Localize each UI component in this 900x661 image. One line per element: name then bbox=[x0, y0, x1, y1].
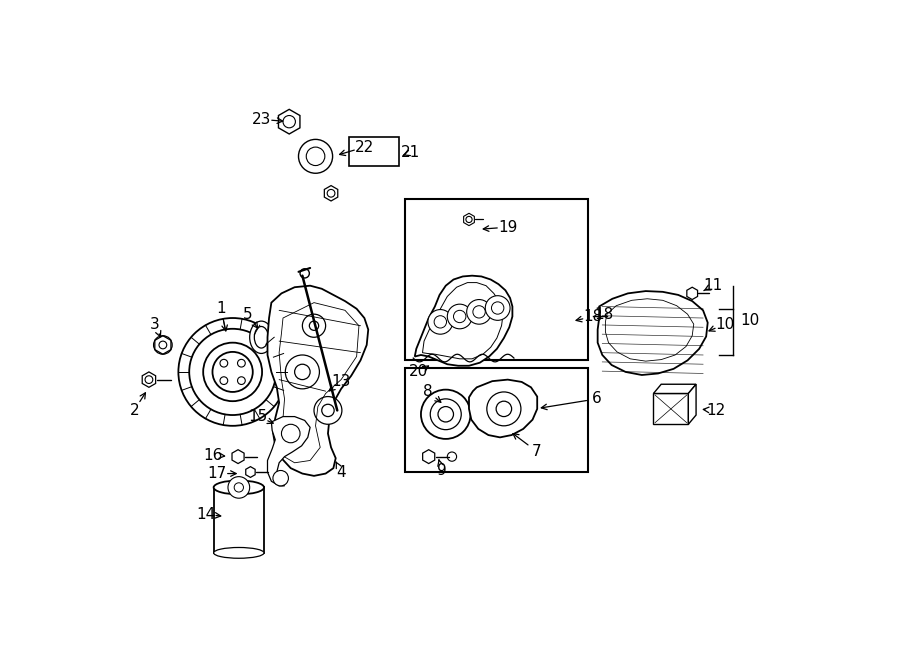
Circle shape bbox=[299, 139, 333, 173]
Circle shape bbox=[487, 392, 521, 426]
FancyBboxPatch shape bbox=[214, 487, 265, 553]
Polygon shape bbox=[142, 372, 156, 387]
Text: 18: 18 bbox=[595, 307, 614, 322]
Circle shape bbox=[447, 452, 456, 461]
Circle shape bbox=[234, 483, 244, 492]
FancyBboxPatch shape bbox=[405, 368, 588, 472]
Text: 18: 18 bbox=[583, 309, 603, 324]
Circle shape bbox=[430, 399, 461, 430]
Circle shape bbox=[178, 318, 287, 426]
Circle shape bbox=[438, 407, 454, 422]
Text: 12: 12 bbox=[706, 403, 725, 418]
Polygon shape bbox=[232, 449, 244, 463]
Text: 23: 23 bbox=[252, 112, 271, 127]
Circle shape bbox=[310, 321, 319, 330]
FancyBboxPatch shape bbox=[405, 199, 588, 360]
Text: 17: 17 bbox=[208, 466, 227, 481]
Circle shape bbox=[447, 304, 473, 329]
Circle shape bbox=[496, 401, 511, 416]
Circle shape bbox=[228, 477, 249, 498]
Text: 13: 13 bbox=[331, 373, 351, 389]
Text: 14: 14 bbox=[196, 507, 215, 522]
Circle shape bbox=[300, 269, 310, 278]
Circle shape bbox=[485, 295, 510, 321]
Circle shape bbox=[328, 190, 335, 197]
Ellipse shape bbox=[255, 327, 268, 348]
Text: 19: 19 bbox=[498, 219, 518, 235]
Circle shape bbox=[466, 216, 472, 223]
Circle shape bbox=[238, 377, 246, 385]
Text: 3: 3 bbox=[150, 317, 160, 332]
Polygon shape bbox=[653, 393, 688, 424]
Circle shape bbox=[302, 314, 326, 337]
Text: 8: 8 bbox=[423, 383, 433, 399]
Circle shape bbox=[434, 316, 446, 328]
Polygon shape bbox=[688, 384, 696, 424]
Text: 15: 15 bbox=[248, 409, 268, 424]
Circle shape bbox=[283, 116, 295, 128]
Text: 5: 5 bbox=[243, 307, 253, 322]
Circle shape bbox=[322, 405, 334, 416]
Circle shape bbox=[306, 147, 325, 165]
Circle shape bbox=[220, 360, 228, 367]
Text: 20: 20 bbox=[409, 364, 428, 379]
Circle shape bbox=[428, 309, 453, 334]
Text: 2: 2 bbox=[130, 403, 139, 418]
Circle shape bbox=[203, 342, 262, 401]
Text: 7: 7 bbox=[532, 444, 541, 459]
Polygon shape bbox=[267, 416, 310, 486]
Circle shape bbox=[189, 329, 276, 415]
Circle shape bbox=[159, 341, 166, 349]
FancyBboxPatch shape bbox=[349, 137, 400, 167]
Circle shape bbox=[220, 377, 228, 385]
Text: 4: 4 bbox=[337, 465, 346, 479]
Text: 21: 21 bbox=[401, 145, 420, 160]
Polygon shape bbox=[687, 288, 698, 299]
Circle shape bbox=[154, 336, 172, 354]
Polygon shape bbox=[598, 291, 707, 375]
Ellipse shape bbox=[249, 321, 273, 354]
Text: 11: 11 bbox=[704, 278, 723, 293]
Text: 16: 16 bbox=[203, 447, 223, 463]
Text: 6: 6 bbox=[592, 391, 602, 407]
Text: 10: 10 bbox=[716, 317, 734, 332]
Text: 1: 1 bbox=[216, 301, 226, 316]
Polygon shape bbox=[246, 467, 255, 477]
Circle shape bbox=[314, 397, 342, 424]
Text: 9: 9 bbox=[437, 463, 446, 478]
Polygon shape bbox=[653, 384, 696, 393]
Circle shape bbox=[421, 389, 471, 439]
Polygon shape bbox=[278, 109, 300, 134]
Circle shape bbox=[472, 305, 485, 318]
Circle shape bbox=[491, 302, 504, 314]
Polygon shape bbox=[267, 286, 368, 476]
Circle shape bbox=[454, 310, 466, 323]
Circle shape bbox=[282, 424, 300, 443]
Polygon shape bbox=[464, 214, 474, 225]
Text: 22: 22 bbox=[355, 139, 374, 155]
Circle shape bbox=[273, 471, 288, 486]
Circle shape bbox=[285, 355, 320, 389]
Polygon shape bbox=[324, 186, 338, 201]
Polygon shape bbox=[423, 449, 435, 463]
Ellipse shape bbox=[213, 481, 264, 494]
Polygon shape bbox=[469, 379, 537, 438]
Circle shape bbox=[238, 360, 246, 367]
Text: 10: 10 bbox=[740, 313, 760, 328]
Polygon shape bbox=[415, 276, 512, 366]
Circle shape bbox=[467, 299, 491, 324]
Ellipse shape bbox=[213, 547, 264, 559]
Circle shape bbox=[294, 364, 310, 379]
